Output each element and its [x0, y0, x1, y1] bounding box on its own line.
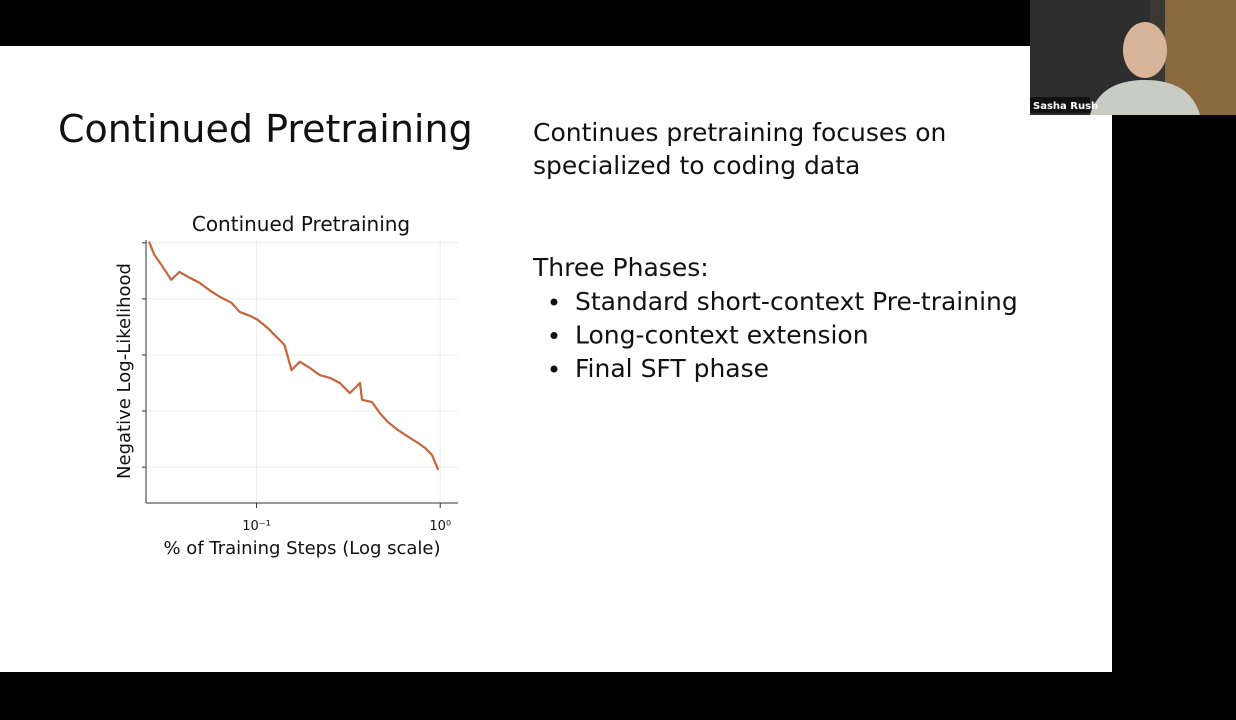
slide-title: Continued Pretraining [58, 107, 473, 151]
bullet [550, 332, 558, 339]
face [1123, 22, 1167, 78]
x-tick-label: 10⁰ [429, 519, 451, 534]
phase-item: Standard short-context Pre-training [575, 287, 1018, 316]
y-axis-label: Negative Log-Likelihood [114, 263, 135, 479]
shirt [1090, 80, 1200, 115]
bullet [550, 365, 558, 373]
data-line [148, 241, 440, 471]
x-axis-label: % of Training Steps (Log scale) [163, 538, 440, 559]
chart-title: Continued Pretraining [192, 212, 410, 236]
video-tile: Sasha Rush [1030, 0, 1236, 115]
slide-text: Continues pretraining focuses on [533, 118, 946, 147]
chart: Continued Pretraining Negative Log-Likeli… [114, 212, 458, 559]
participant-name: Sasha Rush [1033, 101, 1098, 112]
name-tag [1030, 97, 1090, 113]
phase-item: Long-context extension [575, 321, 869, 350]
bullet [550, 298, 558, 306]
x-tick-label: 10⁻¹ [242, 519, 271, 534]
slide [0, 46, 1112, 672]
phase-list: Standard short-context Pre-training Long-… [550, 287, 1018, 383]
phase-item: Final SFT phase [575, 354, 769, 383]
slide-text: specialized to coding data [533, 151, 860, 180]
phases-heading: Three Phases: [532, 253, 709, 282]
